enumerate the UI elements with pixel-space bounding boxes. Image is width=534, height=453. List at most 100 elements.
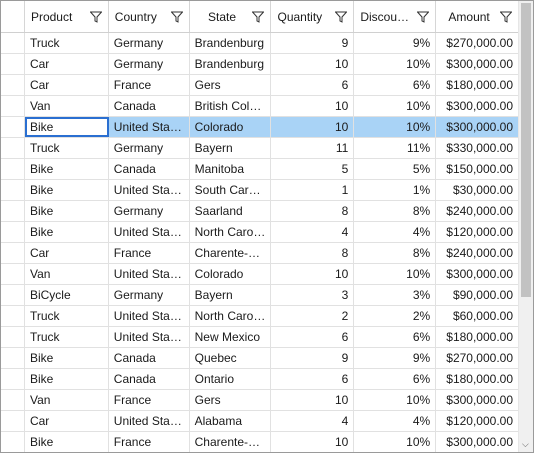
column-header-quantity[interactable]: Quantity — [271, 1, 355, 32]
cell-country[interactable]: United Stat… — [109, 306, 190, 326]
cell-amount[interactable]: $300,000.00 — [436, 264, 520, 284]
cell-amount[interactable]: $300,000.00 — [436, 54, 520, 74]
cell-state[interactable]: Gers — [190, 390, 272, 410]
cell-product[interactable]: Truck — [25, 327, 109, 347]
cell-country[interactable]: France — [109, 75, 190, 95]
table-row[interactable]: Bike Canada Manitoba 5 5% $150,000.00 — [1, 159, 520, 180]
row-indicator[interactable] — [1, 348, 25, 368]
row-indicator[interactable] — [1, 390, 25, 410]
row-indicator[interactable] — [1, 159, 25, 179]
cell-quantity[interactable]: 3 — [271, 285, 355, 305]
cell-country[interactable]: Canada — [109, 159, 190, 179]
filter-icon[interactable] — [417, 11, 430, 23]
cell-discount[interactable]: 6% — [354, 369, 437, 389]
cell-state[interactable]: Brandenburg — [190, 54, 272, 74]
column-header-country[interactable]: Country — [109, 1, 190, 32]
cell-amount[interactable]: $270,000.00 — [436, 348, 520, 368]
table-row[interactable]: Bike France Charente-… 10 10% $300,000.00 — [1, 432, 520, 452]
filter-icon[interactable] — [500, 11, 513, 23]
cell-discount[interactable]: 10% — [354, 390, 437, 410]
filter-icon[interactable] — [335, 11, 348, 23]
cell-country[interactable]: Canada — [109, 369, 190, 389]
table-row[interactable]: Car France Gers 6 6% $180,000.00 — [1, 75, 520, 96]
table-row[interactable]: Bike United Stat… South Caro… 1 1% $30,000.00 — [1, 180, 520, 201]
cell-product[interactable]: Bike — [25, 180, 109, 200]
cell-amount[interactable]: $300,000.00 — [436, 96, 520, 116]
cell-state[interactable]: Quebec — [190, 348, 272, 368]
cell-country[interactable]: Germany — [109, 201, 190, 221]
cell-discount[interactable]: 10% — [354, 117, 437, 137]
table-row[interactable]: Car France Charente-… 8 8% $240,000.00 — [1, 243, 520, 264]
column-header-discount[interactable]: Discou… — [354, 1, 437, 32]
cell-product[interactable]: Car — [25, 75, 109, 95]
cell-discount[interactable]: 10% — [354, 54, 437, 74]
cell-quantity[interactable]: 11 — [271, 138, 355, 158]
cell-quantity[interactable]: 10 — [271, 264, 355, 284]
cell-product[interactable]: Car — [25, 411, 109, 431]
cell-quantity[interactable]: 6 — [271, 327, 355, 347]
cell-quantity[interactable]: 10 — [271, 96, 355, 116]
row-indicator[interactable] — [1, 264, 25, 284]
table-row[interactable]: Bike Canada Quebec 9 9% $270,000.00 — [1, 348, 520, 369]
cell-state[interactable]: Charente-… — [190, 243, 272, 263]
cell-quantity[interactable]: 5 — [271, 159, 355, 179]
cell-state[interactable]: Brandenburg — [190, 33, 272, 53]
cell-quantity[interactable]: 6 — [271, 369, 355, 389]
cell-amount[interactable]: $90,000.00 — [436, 285, 520, 305]
cell-state[interactable]: Bayern — [190, 285, 272, 305]
row-indicator[interactable] — [1, 243, 25, 263]
cell-amount[interactable]: $240,000.00 — [436, 201, 520, 221]
cell-state[interactable]: South Caro… — [190, 180, 272, 200]
row-indicator[interactable] — [1, 222, 25, 242]
cell-discount[interactable]: 8% — [354, 243, 437, 263]
cell-discount[interactable]: 3% — [354, 285, 437, 305]
cell-country[interactable]: France — [109, 390, 190, 410]
table-row[interactable]: Truck Germany Brandenburg 9 9% $270,000.00 — [1, 33, 520, 54]
cell-state[interactable]: Alabama — [190, 411, 272, 431]
row-indicator[interactable] — [1, 180, 25, 200]
cell-discount[interactable]: 9% — [354, 348, 437, 368]
table-row[interactable]: Van France Gers 10 10% $300,000.00 — [1, 390, 520, 411]
cell-state[interactable]: Ontario — [190, 369, 272, 389]
table-row[interactable]: Car United Stat… Alabama 4 4% $120,000.00 — [1, 411, 520, 432]
table-row[interactable]: Bike United Stat… North Caro… 4 4% $120,000.0… — [1, 222, 520, 243]
cell-amount[interactable]: $180,000.00 — [436, 369, 520, 389]
cell-country[interactable]: United Stat… — [109, 264, 190, 284]
row-indicator[interactable] — [1, 411, 25, 431]
cell-state[interactable]: Colorado — [190, 264, 272, 284]
table-row[interactable]: Van United Stat… Colorado 10 10% $300,000.00 — [1, 264, 520, 285]
cell-amount[interactable]: $180,000.00 — [436, 327, 520, 347]
cell-country[interactable]: Canada — [109, 96, 190, 116]
cell-state[interactable]: North Caro… — [190, 306, 272, 326]
cell-product[interactable]: Van — [25, 390, 109, 410]
cell-product[interactable]: Bike — [25, 432, 109, 452]
cell-amount[interactable]: $300,000.00 — [436, 432, 520, 452]
cell-amount[interactable]: $270,000.00 — [436, 33, 520, 53]
vertical-scrollbar[interactable]: ⌵ — [518, 1, 533, 452]
cell-country[interactable]: Germany — [109, 285, 190, 305]
cell-state[interactable]: New Mexico — [190, 327, 272, 347]
cell-country[interactable]: United Stat… — [108, 117, 190, 137]
cell-product[interactable]: Car — [25, 243, 109, 263]
cell-country[interactable]: Germany — [109, 138, 190, 158]
cell-product[interactable]: Car — [25, 54, 109, 74]
cell-discount[interactable]: 9% — [354, 33, 437, 53]
cell-discount[interactable]: 6% — [354, 327, 437, 347]
cell-quantity[interactable]: 4 — [271, 222, 355, 242]
cell-amount[interactable]: $180,000.00 — [436, 75, 520, 95]
cell-product[interactable]: BiCycle — [25, 285, 109, 305]
table-row[interactable]: Bike United Stat… Colorado 10 10% $300,000.00 — [1, 117, 520, 138]
cell-product[interactable]: Van — [25, 96, 109, 116]
row-indicator[interactable] — [1, 54, 25, 74]
table-row[interactable]: BiCycle Germany Bayern 3 3% $90,000.00 — [1, 285, 520, 306]
cell-country[interactable]: United Stat… — [109, 327, 190, 347]
cell-amount[interactable]: $120,000.00 — [436, 222, 520, 242]
table-row[interactable]: Truck Germany Bayern 11 11% $330,000.00 — [1, 138, 520, 159]
cell-amount[interactable]: $120,000.00 — [436, 411, 520, 431]
cell-quantity[interactable]: 10 — [271, 54, 355, 74]
cell-discount[interactable]: 4% — [354, 222, 437, 242]
cell-state[interactable]: Gers — [190, 75, 272, 95]
cell-discount[interactable]: 11% — [354, 138, 437, 158]
table-row[interactable]: Car Germany Brandenburg 10 10% $300,000.00 — [1, 54, 520, 75]
table-row[interactable]: Truck United Stat… North Caro… 2 2% $60,000.0… — [1, 306, 520, 327]
